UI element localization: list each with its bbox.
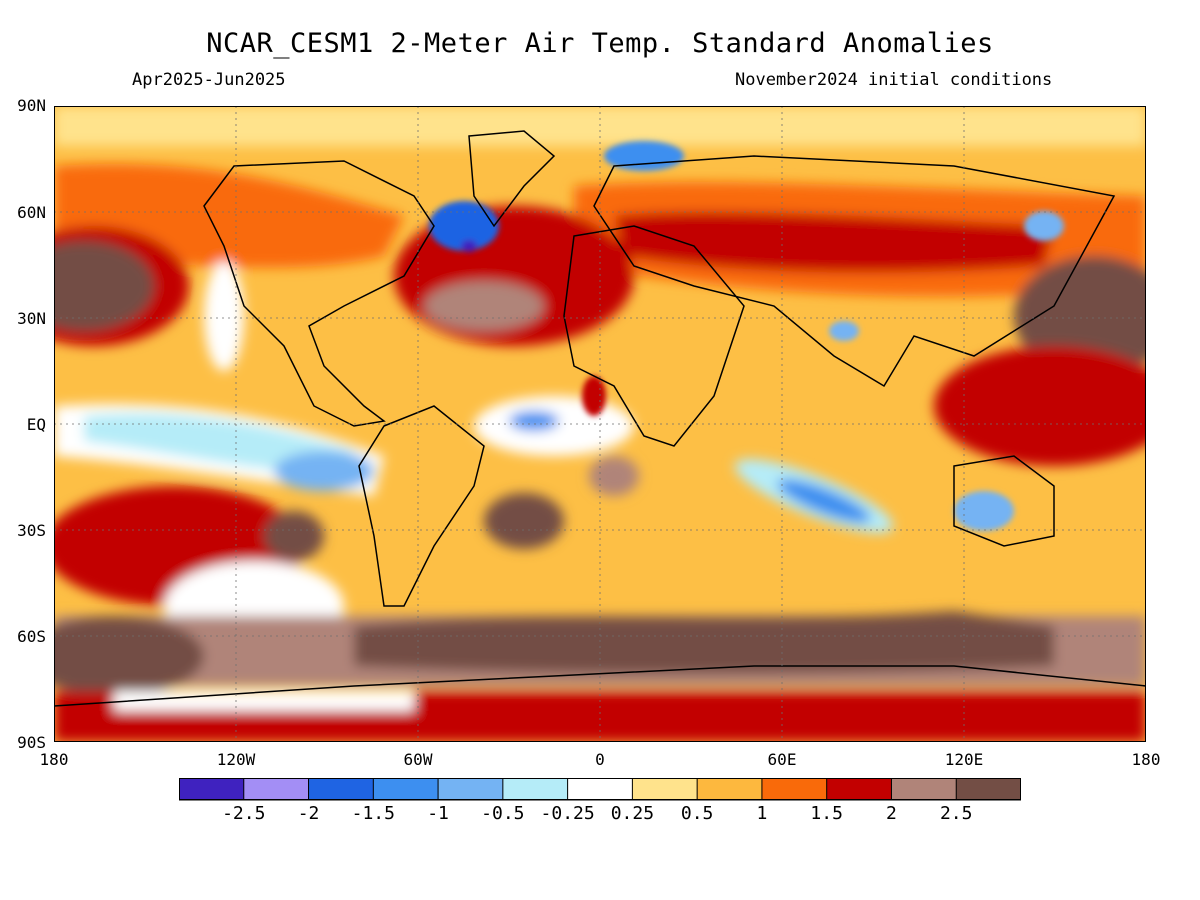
colorbar-label: 0.25	[610, 803, 655, 824]
graticule	[54, 106, 1146, 742]
lon-label-180e: 180	[1131, 750, 1161, 769]
colorbar-cell	[826, 778, 893, 801]
lat-label-90s: 90S	[17, 733, 46, 752]
colorbar-label: -1	[427, 803, 449, 824]
anomaly-map	[54, 106, 1146, 742]
colorbar	[179, 778, 1021, 801]
lon-label-120e: 120E	[944, 750, 984, 769]
lon-label-120w: 120W	[216, 750, 256, 769]
colorbar-cell	[631, 778, 698, 801]
colorbar-cell	[372, 778, 439, 801]
forecast-period: Apr2025-Jun2025	[132, 70, 286, 90]
colorbar-cell	[502, 778, 569, 801]
lon-label-0: 0	[595, 750, 605, 769]
colorbar-cell	[890, 778, 958, 801]
colorbar-label: 1	[756, 803, 768, 824]
colorbar-cell	[696, 778, 763, 801]
lon-label-180w: 180	[39, 750, 69, 769]
colorbar-cell	[955, 778, 1021, 801]
anomaly-details	[429, 141, 1064, 531]
lat-label-30n: 30N	[17, 309, 46, 328]
lat-label-eq: EQ	[26, 415, 46, 434]
lon-label-60e: 60E	[767, 750, 797, 769]
initial-conditions: November2024 initial conditions	[735, 70, 1053, 90]
lon-label-60w: 60W	[403, 750, 433, 769]
colorbar-label: -2	[297, 803, 320, 824]
lat-label-60n: 60N	[17, 203, 46, 222]
colorbar-label: -1.5	[351, 803, 395, 824]
colorbar-label: 0.5	[680, 803, 714, 824]
map-title: NCAR_CESM1 2-Meter Air Temp. Standard An…	[206, 28, 994, 59]
colorbar-label: 1.5	[810, 803, 843, 824]
lat-label-60s: 60S	[17, 627, 46, 646]
lat-label-90n: 90N	[17, 96, 46, 115]
colorbar-cell	[437, 778, 504, 801]
map-frame	[54, 106, 1146, 742]
colorbar-label: -0.5	[481, 803, 525, 824]
colorbar-label: 2.5	[939, 803, 973, 824]
colorbar-cell	[243, 778, 310, 801]
colorbar-label: -2.5	[222, 803, 266, 824]
coastlines	[54, 130, 1146, 707]
colorbar-cell	[179, 778, 245, 801]
colorbar-cell	[567, 778, 634, 801]
anomaly-fields	[54, 106, 1146, 742]
colorbar-cell	[761, 778, 828, 801]
colorbar-label: 2	[886, 803, 897, 824]
colorbar-cell	[308, 778, 375, 801]
colorbar-label: -0.25	[540, 803, 595, 824]
lat-label-30s: 30S	[17, 521, 46, 540]
